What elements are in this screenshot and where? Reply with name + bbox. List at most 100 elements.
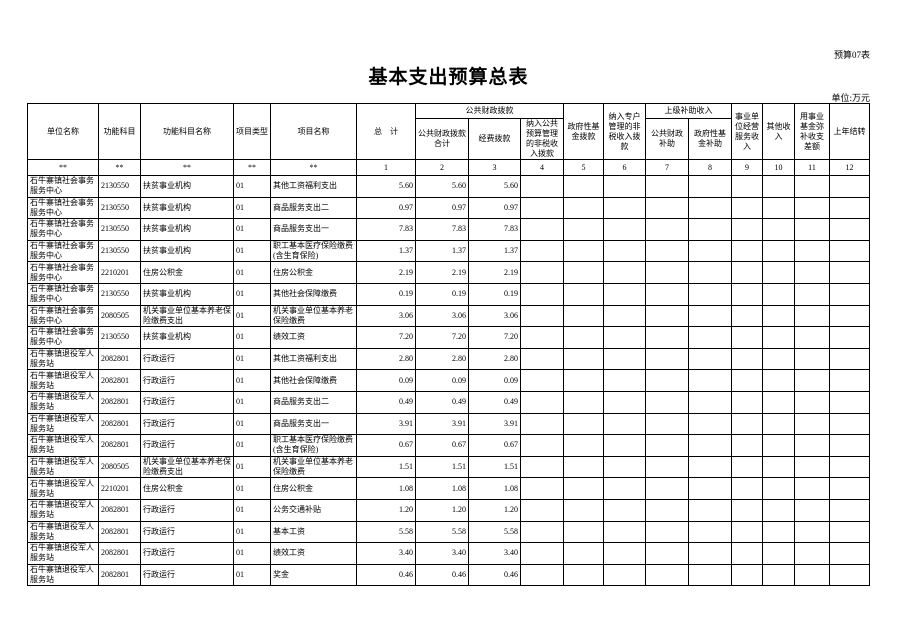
header-proj-type: 项目类型 (233, 103, 271, 160)
table-row: 石牛寨镇社会事务服务中心 2130550 扶贫事业机构 01 职工基本医疗保险缴… (27, 239, 870, 263)
cell-func-name: 行政运行 (140, 563, 234, 587)
cell-total: 3.91 (356, 412, 416, 436)
index-cell: 12 (829, 159, 870, 176)
cell-proj-type: 01 (233, 412, 271, 436)
cell-func-code: 2082801 (98, 434, 141, 457)
cell-empty (829, 455, 870, 479)
cell-pf-funds: 3.06 (468, 304, 521, 328)
header-pf-funds: 经费拨款 (468, 118, 521, 160)
cell-empty (563, 520, 604, 544)
cell-empty (731, 520, 763, 544)
cell-empty (829, 239, 870, 263)
cell-func-code: 2130550 (98, 218, 141, 241)
cell-empty (563, 542, 604, 565)
cell-func-name: 扶贫事业机构 (140, 239, 234, 263)
cell-proj-name: 绩效工资 (270, 326, 357, 349)
cell-pf-funds: 3.91 (468, 412, 521, 436)
index-cell: 11 (794, 159, 830, 176)
cell-func-code: 2082801 (98, 542, 141, 565)
cell-proj-name: 职工基本医疗保险缴费(含生育保险) (270, 434, 357, 457)
cell-empty (794, 390, 830, 414)
cell-empty (688, 218, 732, 241)
cell-pf-funds: 1.20 (468, 498, 521, 522)
cell-pf-funds: 3.40 (468, 542, 521, 565)
cell-empty (762, 218, 795, 241)
cell-unit-name: 石牛寨镇退役军人服务站 (27, 369, 99, 392)
cell-func-code: 2082801 (98, 498, 141, 522)
cell-empty (731, 304, 763, 328)
cell-empty (563, 390, 604, 414)
cell-empty (603, 412, 646, 436)
cell-empty (731, 412, 763, 436)
cell-func-code: 2080505 (98, 455, 141, 479)
cell-empty (563, 455, 604, 479)
index-cell: 4 (520, 159, 564, 176)
cell-unit-name: 石牛寨镇退役军人服务站 (27, 390, 99, 414)
cell-func-code: 2082801 (98, 563, 141, 587)
cell-proj-type: 01 (233, 218, 271, 241)
table-row: 石牛寨镇社会事务服务中心 2080505 机关事业单位基本养老保险缴费支出 01… (27, 304, 870, 328)
table-row: 石牛寨镇退役军人服务站 2080505 机关事业单位基本养老保险缴费支出 01 … (27, 455, 870, 479)
cell-proj-name: 住房公积金 (270, 261, 357, 284)
cell-empty (731, 434, 763, 457)
cell-proj-type: 01 (233, 498, 271, 522)
cell-func-name: 扶贫事业机构 (140, 196, 234, 220)
cell-empty (688, 412, 732, 436)
cell-total: 0.09 (356, 369, 416, 392)
header-unit-name: 单位名称 (27, 103, 99, 160)
cell-total: 1.37 (356, 239, 416, 263)
cell-empty (762, 347, 795, 371)
table-row: 石牛寨镇社会事务服务中心 2130550 扶贫事业机构 01 商品服务支出二 0… (27, 196, 870, 220)
cell-empty (829, 369, 870, 392)
cell-func-name: 扶贫事业机构 (140, 282, 234, 306)
cell-empty (603, 218, 646, 241)
table-row: 石牛寨镇退役军人服务站 2082801 行政运行 01 职工基本医疗保险缴费(含… (27, 434, 870, 457)
cell-func-name: 行政运行 (140, 412, 234, 436)
cell-proj-name: 基本工资 (270, 520, 357, 544)
cell-empty (520, 412, 564, 436)
cell-func-code: 2210201 (98, 261, 141, 284)
cell-empty (520, 326, 564, 349)
cell-empty (762, 477, 795, 500)
cell-empty (829, 434, 870, 457)
cell-empty (794, 239, 830, 263)
cell-empty (762, 326, 795, 349)
header-special-nontax: 纳入专户管理的非税收入拨款 (603, 103, 646, 160)
cell-pf-funds: 7.20 (468, 326, 521, 349)
cell-func-code: 2080505 (98, 304, 141, 328)
cell-empty (731, 326, 763, 349)
cell-proj-name: 商品服务支出二 (270, 390, 357, 414)
cell-total: 3.40 (356, 542, 416, 565)
cell-total: 1.08 (356, 477, 416, 500)
cell-proj-name: 其他工资福利支出 (270, 347, 357, 371)
header-sup-public: 公共财政补助 (645, 118, 689, 160)
cell-empty (520, 175, 564, 198)
cell-func-name: 扶贫事业机构 (140, 175, 234, 198)
cell-pf-funds: 0.97 (468, 196, 521, 220)
cell-empty (731, 390, 763, 414)
cell-empty (762, 520, 795, 544)
cell-total: 7.20 (356, 326, 416, 349)
cell-empty (603, 477, 646, 500)
cell-empty (563, 175, 604, 198)
cell-empty (520, 239, 564, 263)
cell-empty (520, 477, 564, 500)
cell-unit-name: 石牛寨镇退役军人服务站 (27, 434, 99, 457)
cell-total: 0.97 (356, 196, 416, 220)
cell-func-code: 2130550 (98, 175, 141, 198)
cell-empty (794, 412, 830, 436)
cell-unit-name: 石牛寨镇退役军人服务站 (27, 412, 99, 436)
cell-empty (688, 261, 732, 284)
budget-table: 单位名称 功能科目 功能科目名称 项目类型 项目名称 总 计 公共财政拨款 政府… (27, 103, 870, 587)
cell-empty (603, 347, 646, 371)
header-carryover: 上年结转 (829, 103, 870, 160)
cell-empty (794, 477, 830, 500)
cell-empty (520, 563, 564, 587)
cell-empty (645, 477, 689, 500)
index-cell: ** (27, 159, 99, 176)
cell-empty (794, 304, 830, 328)
index-cell: ** (270, 159, 357, 176)
cell-total: 5.60 (356, 175, 416, 198)
cell-pf-funds: 0.67 (468, 434, 521, 457)
cell-empty (794, 218, 830, 241)
